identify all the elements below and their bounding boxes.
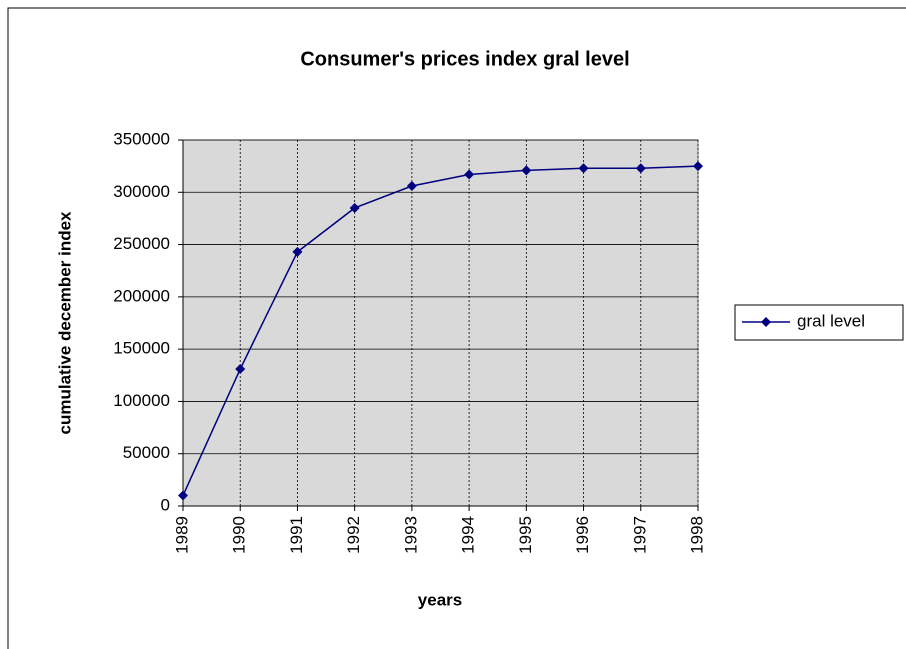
chart-title: Consumer's prices index gral level [300,48,629,70]
y-tick-label: 250000 [113,234,170,253]
y-axis-title: cumulative december index [55,211,74,435]
y-tick-label: 350000 [113,129,170,148]
y-tick-label: 150000 [113,339,170,358]
series-line [182,165,699,496]
data-point [406,181,417,192]
x-tick-label: 1994 [459,516,478,554]
x-tick-label: 1992 [344,516,363,554]
data-point [635,163,646,174]
y-tick-label: 300000 [113,182,170,201]
x-tick-label: 1993 [401,516,420,554]
plot-area [182,139,699,507]
x-axis-title: years [418,590,462,609]
y-tick-label: 100000 [113,391,170,410]
x-tick-label: 1998 [687,516,706,554]
x-tick-label: 1995 [516,516,535,554]
x-tick-label: 1996 [573,516,592,554]
x-tick-label: 1997 [630,516,649,554]
legend-label: gral level [797,311,865,330]
x-tick-label: 1989 [172,516,191,554]
data-point [464,169,475,180]
data-point [292,246,303,257]
data-point [349,202,360,213]
x-tick-label: 1991 [287,516,306,554]
legend-marker [761,317,771,327]
data-point [521,165,532,176]
data-point [578,163,589,174]
y-tick-label: 50000 [123,443,170,462]
chart-border [7,7,906,649]
y-tick-label: 200000 [113,286,170,305]
data-point [235,364,246,375]
legend [734,304,904,341]
y-tick-label: 0 [161,495,170,514]
x-tick-label: 1990 [230,516,249,554]
data-point [693,161,703,172]
data-point [178,490,188,501]
